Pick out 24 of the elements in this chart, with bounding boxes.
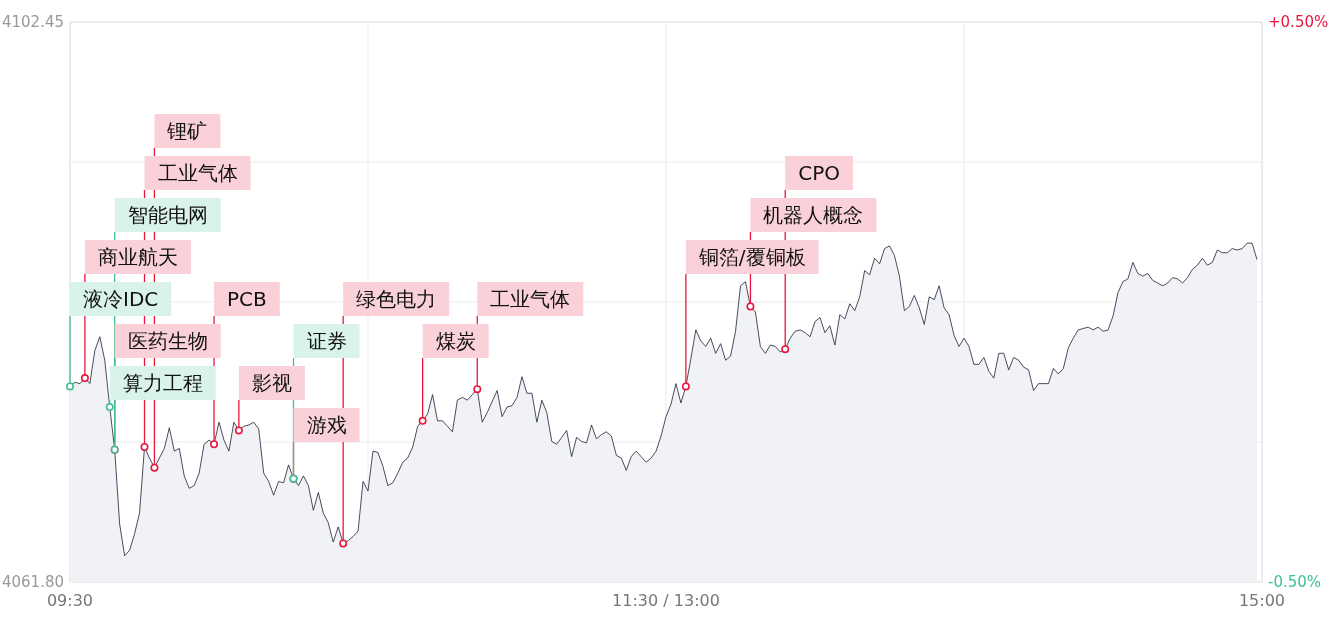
data-label: 商业航天 xyxy=(97,245,178,269)
y-tick-label: 4102.45 xyxy=(1,12,64,31)
data-label: 煤炭 xyxy=(435,329,476,353)
data-label: 机器人概念 xyxy=(763,203,864,227)
data-label: 医药生物 xyxy=(127,329,208,353)
data-label: 锂矿 xyxy=(166,119,208,143)
data-label: 工业气体 xyxy=(490,287,571,311)
x-tick-label: 15:00 xyxy=(1238,591,1286,610)
y-tick-label: 4061.80 xyxy=(1,572,64,591)
data-label: 算力工程 xyxy=(122,371,203,395)
x-tick-label: 09:30 xyxy=(46,591,94,610)
data-label: 液冷IDC xyxy=(83,287,159,311)
data-label: 证券 xyxy=(306,329,347,353)
data-label: CPO xyxy=(798,161,840,185)
data-label: 影视 xyxy=(251,371,292,395)
x-tick-label: 11:30 / 13:00 xyxy=(612,591,720,610)
data-label: 智能电网 xyxy=(127,203,208,227)
data-label: 工业气体 xyxy=(157,161,238,185)
data-label: 铜箔/覆铜板 xyxy=(697,245,806,269)
data-label: 绿色电力 xyxy=(356,287,437,311)
data-label: 游戏 xyxy=(306,413,347,437)
data-label: PCB xyxy=(227,287,267,311)
y2-tick-label: +0.50% xyxy=(1268,12,1329,31)
y2-tick-label: -0.50% xyxy=(1268,572,1322,591)
